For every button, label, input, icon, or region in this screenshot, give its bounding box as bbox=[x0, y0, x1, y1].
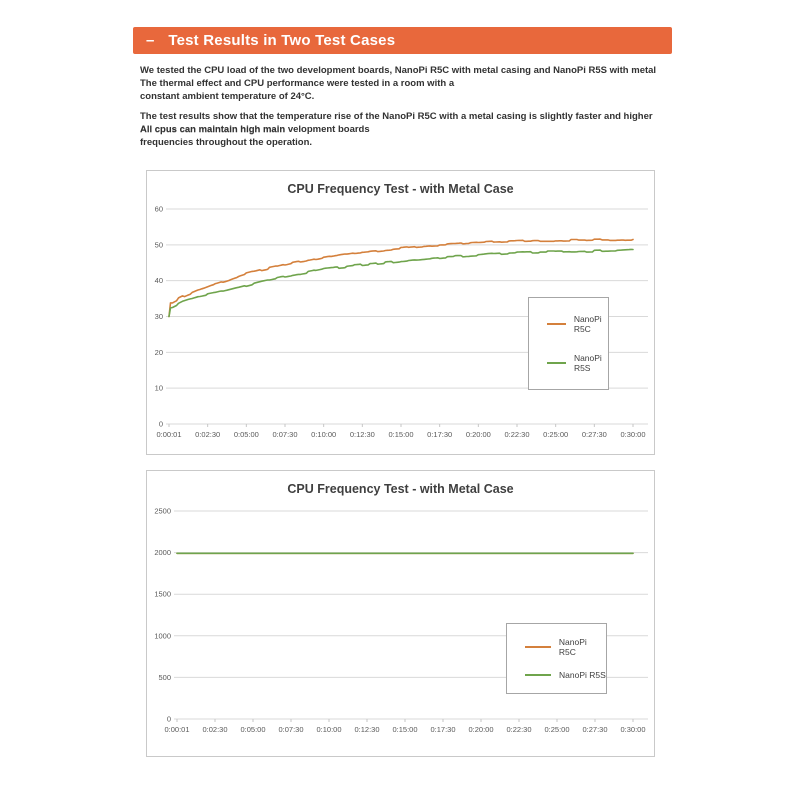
svg-text:0:25:00: 0:25:00 bbox=[543, 430, 568, 439]
svg-text:0:22:30: 0:22:30 bbox=[506, 725, 531, 734]
cpu-frequency-chart: 0 500 1000 1500 2000 2500 0:00:01 0:02:30 0:05:0… bbox=[146, 470, 655, 757]
svg-text:0:22:30: 0:22:30 bbox=[504, 430, 529, 439]
svg-text:0:15:00: 0:15:00 bbox=[388, 430, 413, 439]
section-title: Test Results in Two Test Cases bbox=[168, 32, 396, 49]
svg-text:50: 50 bbox=[155, 240, 163, 249]
chart-title: CPU Frequency Test - with Metal Case bbox=[287, 482, 514, 496]
svg-text:0:20:00: 0:20:00 bbox=[466, 430, 491, 439]
legend-label-r5s: NanoPi R5S bbox=[573, 353, 602, 374]
svg-text:0:07:30: 0:07:30 bbox=[278, 725, 303, 734]
svg-text:0:30:00: 0:30:00 bbox=[620, 725, 645, 734]
paragraph-1-line-1: We tested the CPU load of the two develo… bbox=[140, 65, 657, 76]
paragraph-2-line-2-overlapped-text: All cpus can maintain high main bbox=[140, 124, 286, 135]
paragraph-2: The test results show that the temperatu… bbox=[140, 110, 675, 149]
legend-entry-r5s: NanoPi R5S bbox=[547, 353, 608, 373]
svg-text:2000: 2000 bbox=[154, 548, 171, 557]
paragraph-1-line-3: constant ambient temperature of 24°C. bbox=[140, 91, 315, 102]
collapse-dash-icon: – bbox=[146, 32, 155, 49]
r5s-line-swatch-icon bbox=[525, 674, 551, 677]
svg-text:0:05:00: 0:05:00 bbox=[234, 430, 259, 439]
svg-text:60: 60 bbox=[155, 205, 163, 214]
svg-text:0:02:30: 0:02:30 bbox=[195, 430, 220, 439]
svg-text:0:00:01: 0:00:01 bbox=[164, 725, 189, 734]
chart-legend: NanoPi R5C NanoPi R5S bbox=[528, 297, 609, 390]
paragraph-1: We tested the CPU load of the two develo… bbox=[140, 64, 675, 103]
svg-text:0:10:00: 0:10:00 bbox=[316, 725, 341, 734]
svg-text:0:27:30: 0:27:30 bbox=[582, 725, 607, 734]
legend-label-r5c: NanoPi R5C bbox=[573, 313, 602, 334]
legend-entry-r5s: NanoPi R5S bbox=[525, 670, 606, 680]
section-header-banner: – Test Results in Two Test Cases bbox=[133, 27, 672, 54]
chart-title: CPU Frequency Test - with Metal Case bbox=[287, 182, 514, 196]
svg-text:1000: 1000 bbox=[154, 631, 171, 640]
svg-text:500: 500 bbox=[158, 673, 171, 682]
svg-text:0:12:30: 0:12:30 bbox=[350, 430, 375, 439]
svg-text:0:10:00: 0:10:00 bbox=[311, 430, 336, 439]
svg-text:1500: 1500 bbox=[154, 590, 171, 599]
svg-text:0:27:30: 0:27:30 bbox=[582, 430, 607, 439]
intro-text: We tested the CPU load of the two develo… bbox=[140, 64, 675, 156]
paragraph-2-line-1: The test results show that the temperatu… bbox=[140, 111, 653, 122]
chart-plot-area: 0 500 1000 1500 2000 2500 0:00:01 0:02:30 0:05:0… bbox=[154, 507, 648, 734]
svg-text:0:05:00: 0:05:00 bbox=[240, 725, 265, 734]
svg-text:0: 0 bbox=[167, 715, 171, 724]
svg-text:40: 40 bbox=[155, 276, 163, 285]
svg-text:0:17:30: 0:17:30 bbox=[430, 725, 455, 734]
svg-text:0:07:30: 0:07:30 bbox=[272, 430, 297, 439]
svg-text:0:25:00: 0:25:00 bbox=[544, 725, 569, 734]
legend-entry-r5c: NanoPi R5C bbox=[547, 314, 608, 334]
svg-text:0:20:00: 0:20:00 bbox=[468, 725, 493, 734]
chart-legend: NanoPi R5C NanoPi R5S bbox=[506, 623, 607, 694]
legend-label-r5c: NanoPi R5C bbox=[558, 636, 587, 657]
paragraph-2-line-2-tail: velopment boards bbox=[287, 124, 370, 135]
paragraph-1-line-2: The thermal effect and CPU performance w… bbox=[140, 78, 455, 89]
paragraph-2-line-2: All cpus can maintain high main velopmen… bbox=[140, 123, 675, 136]
svg-text:20: 20 bbox=[155, 348, 163, 357]
svg-text:0:02:30: 0:02:30 bbox=[202, 725, 227, 734]
paragraph-2-line-3: frequencies throughout the operation. bbox=[140, 137, 313, 148]
svg-text:0:15:00: 0:15:00 bbox=[392, 725, 417, 734]
svg-text:0:12:30: 0:12:30 bbox=[354, 725, 379, 734]
svg-text:0:00:01: 0:00:01 bbox=[156, 430, 181, 439]
legend-entry-r5c: NanoPi R5C bbox=[525, 637, 606, 657]
legend-label-r5s: NanoPi R5S bbox=[559, 670, 606, 681]
svg-text:2500: 2500 bbox=[154, 507, 171, 516]
r5c-line-swatch-icon bbox=[547, 322, 566, 325]
svg-text:0:17:30: 0:17:30 bbox=[427, 430, 452, 439]
svg-text:0:30:00: 0:30:00 bbox=[620, 430, 645, 439]
cpu-temperature-chart: 0 10 20 30 40 50 60 0:00:01 0:02:30 0:05:00 0:07:3… bbox=[146, 170, 655, 455]
r5s-line-swatch-icon bbox=[547, 362, 566, 365]
svg-text:10: 10 bbox=[155, 384, 163, 393]
svg-text:0: 0 bbox=[159, 420, 163, 429]
r5c-line-swatch-icon bbox=[525, 645, 551, 648]
svg-text:30: 30 bbox=[155, 312, 163, 321]
